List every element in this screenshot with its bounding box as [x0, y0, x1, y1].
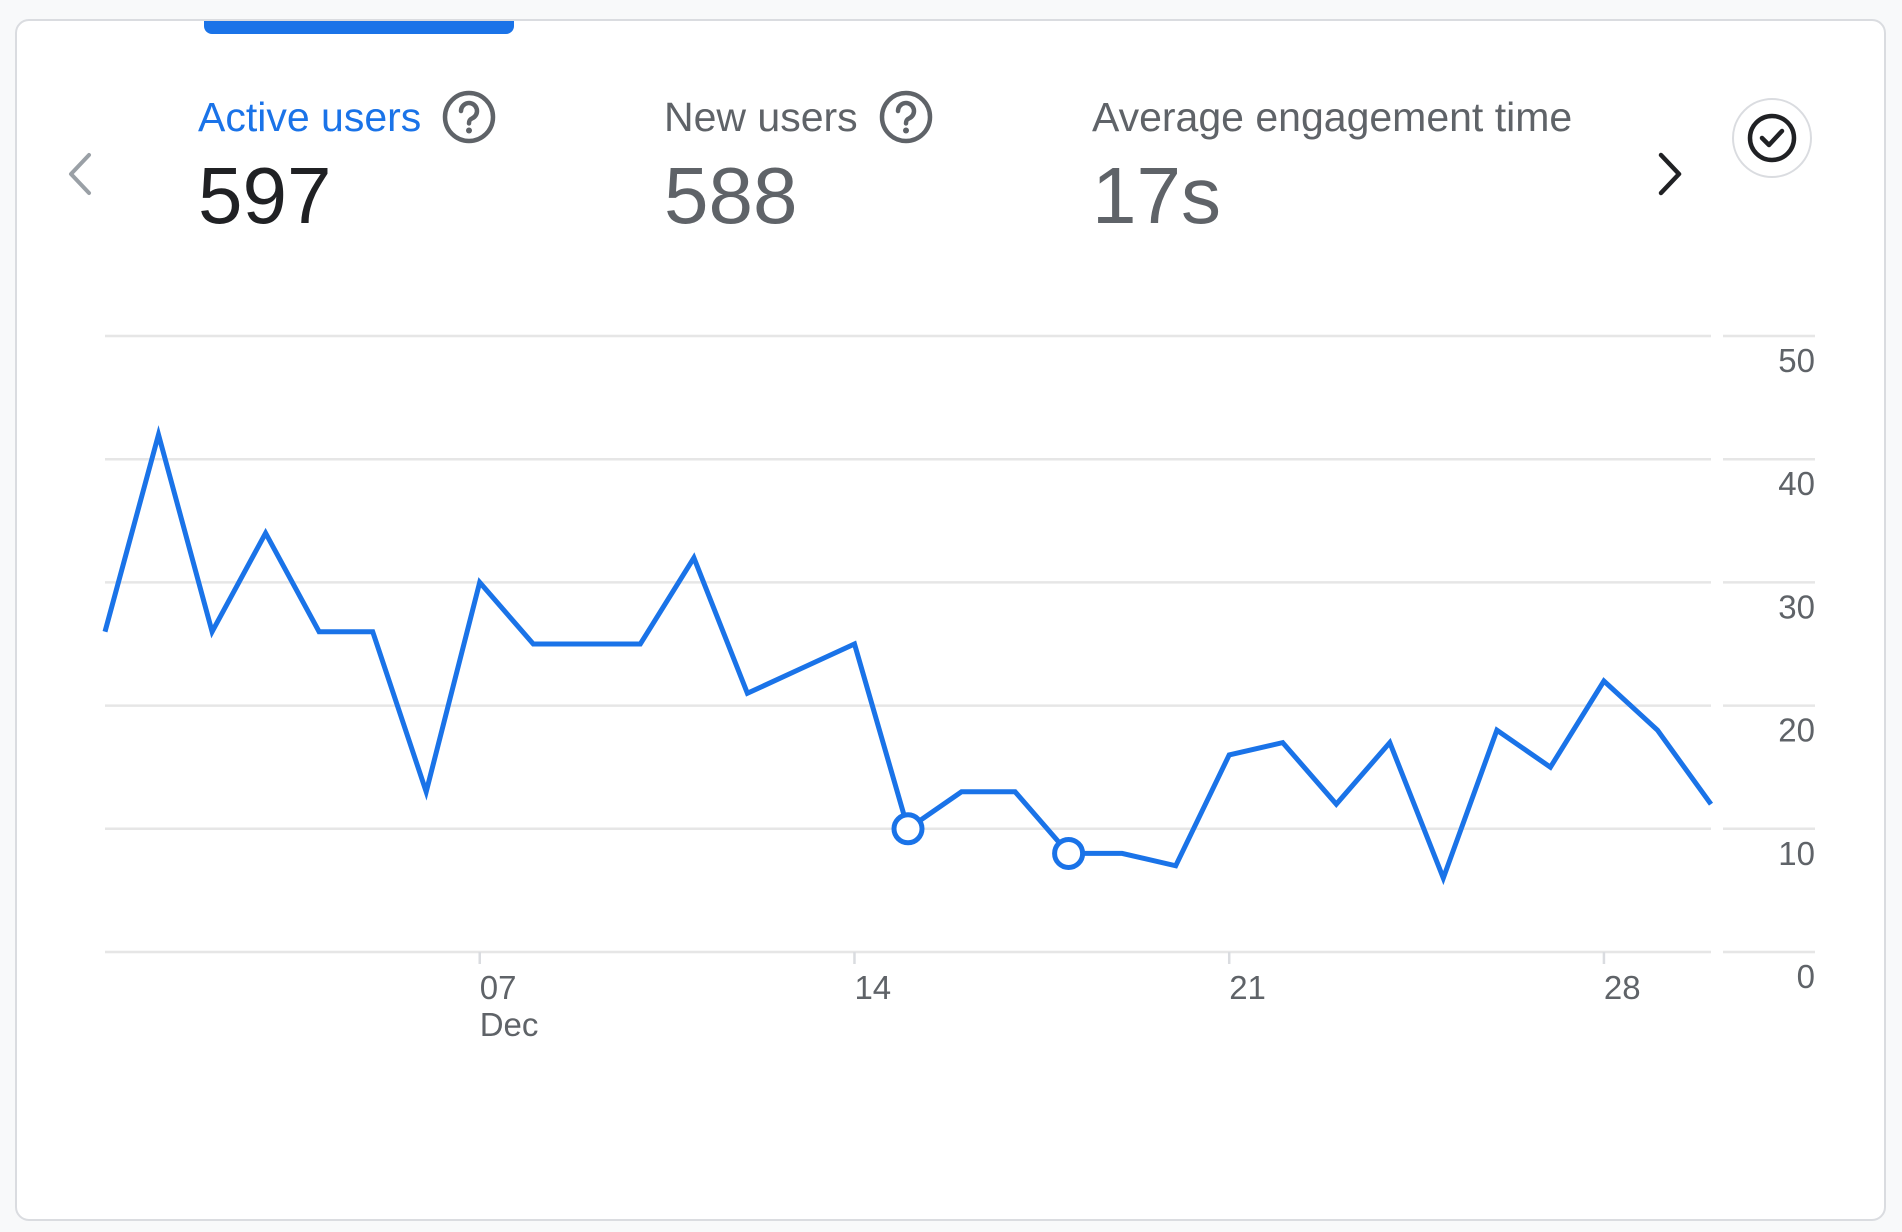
- metric-value: 17s: [1092, 151, 1221, 240]
- y-tick-label: 30: [1778, 588, 1815, 625]
- metric-value: 597: [198, 151, 332, 240]
- tab-label: New users: [664, 93, 858, 140]
- x-tick-label: 28: [1604, 969, 1641, 1006]
- tab-new-users[interactable]: New users 588: [664, 89, 934, 241]
- metric-value: 588: [664, 151, 798, 240]
- data-point-marker[interactable]: [891, 812, 925, 846]
- previous-metrics-button[interactable]: [55, 144, 105, 204]
- chevron-left-icon: [69, 153, 91, 195]
- help-circle-icon[interactable]: [878, 89, 934, 145]
- tab-label: Active users: [198, 93, 422, 140]
- check-circle-icon: [1747, 113, 1797, 163]
- tab-average-engagement-time[interactable]: Average engagement time 17s: [1092, 89, 1598, 241]
- y-tick-label: 20: [1778, 712, 1815, 749]
- x-tick-label: 07: [480, 969, 517, 1006]
- data-point-marker[interactable]: [1052, 836, 1086, 870]
- chevron-right-icon: [1658, 152, 1682, 196]
- x-tick-sublabel: Dec: [480, 1006, 539, 1043]
- help-circle-icon[interactable]: [441, 89, 497, 145]
- analytics-card: Active users 597 New users 588: [15, 19, 1886, 1221]
- selected-tab-indicator: [204, 21, 514, 34]
- y-tick-label: 10: [1778, 835, 1815, 872]
- x-tick-label: 14: [854, 969, 891, 1006]
- x-tick-label: 21: [1229, 969, 1266, 1006]
- y-tick-label: 0: [1797, 958, 1815, 995]
- series-line: [102, 425, 1714, 886]
- check-circle-button[interactable]: [1732, 98, 1812, 178]
- tab-active-users[interactable]: Active users 597: [198, 89, 497, 241]
- tab-label: Average engagement time: [1092, 93, 1573, 140]
- y-tick-label: 40: [1778, 465, 1815, 502]
- next-metrics-button[interactable]: [1645, 144, 1695, 204]
- y-tick-label: 50: [1778, 342, 1815, 379]
